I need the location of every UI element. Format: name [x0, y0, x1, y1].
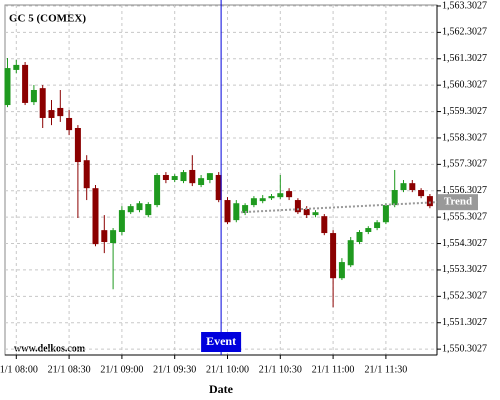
candle-body	[215, 174, 222, 201]
candle-body	[198, 178, 205, 186]
candle-body	[136, 203, 143, 211]
candle-body	[426, 196, 433, 207]
trend-label: Trend	[444, 196, 472, 208]
candle-body	[30, 89, 37, 103]
trend-label-box	[438, 194, 478, 211]
y-tick-label: 1,550.3027	[442, 343, 487, 354]
candle-body	[286, 191, 293, 198]
candle-body	[92, 188, 99, 245]
candle-body	[83, 160, 90, 189]
candle-body	[13, 64, 20, 70]
candle-body	[294, 200, 301, 213]
y-tick-label: 1,551.3027	[442, 317, 487, 328]
candle-body	[162, 174, 169, 180]
candle-body	[118, 210, 125, 232]
y-tick-label: 1,559.3027	[442, 106, 487, 117]
candle-body	[242, 205, 249, 213]
event-label-box	[201, 332, 242, 352]
x-tick-label: 21/1 11:30	[365, 364, 408, 375]
candle-body	[66, 117, 73, 131]
y-tick-label: 1,555.3027	[442, 211, 487, 222]
candle-body	[39, 88, 46, 118]
candle-body	[233, 203, 240, 221]
trend-line	[241, 201, 438, 214]
x-tick-label: 21/1 08:00	[0, 364, 38, 375]
x-tick-label: 21/1 08:30	[48, 364, 91, 375]
candle-body	[206, 173, 213, 180]
chart-title: GC 5 (COMEX)	[9, 13, 86, 25]
candle-body	[171, 176, 178, 180]
candle-body	[312, 212, 319, 216]
event-label: Event	[206, 334, 236, 348]
y-tick-label: 1,558.3027	[442, 132, 487, 143]
y-tick-label: 1,554.3027	[442, 238, 487, 249]
candle-body	[189, 169, 196, 184]
candle-body	[338, 262, 345, 279]
candle-body	[224, 200, 231, 223]
x-axis-title: Date	[209, 382, 234, 396]
candle-body	[22, 64, 29, 103]
candle-body	[277, 193, 284, 198]
candle-body	[57, 107, 64, 117]
y-tick-label: 1,553.3027	[442, 264, 487, 275]
candle-body	[347, 240, 354, 266]
y-tick-label: 1,556.3027	[442, 185, 487, 196]
candle-body	[409, 183, 416, 191]
x-tick-label: 21/1 09:30	[153, 364, 196, 375]
candle-body	[127, 206, 134, 213]
candle-body	[365, 228, 372, 232]
candle-body	[391, 190, 398, 206]
candle-body	[356, 231, 363, 243]
candle-body	[154, 174, 161, 206]
candle-body	[400, 183, 407, 191]
candle-body	[48, 110, 55, 118]
candle-body	[110, 230, 117, 244]
y-tick-label: 1,563.3027	[442, 0, 487, 11]
candle-body	[259, 198, 266, 202]
candle-body	[418, 190, 425, 197]
candle-body	[101, 230, 108, 243]
x-tick-label: 21/1 10:30	[259, 364, 302, 375]
y-tick-label: 1,561.3027	[442, 53, 487, 64]
candle-body	[145, 204, 152, 216]
x-tick-label: 21/1 11:00	[312, 364, 355, 375]
candle-body	[180, 172, 187, 182]
candle-body	[303, 209, 310, 216]
y-tick-label: 1,560.3027	[442, 79, 487, 90]
y-tick-label: 1,557.3027	[442, 159, 487, 170]
candle-body	[374, 222, 381, 229]
y-tick-label: 1,552.3027	[442, 291, 487, 302]
candle-body	[4, 68, 11, 106]
candle-body	[382, 205, 389, 223]
candle-body	[250, 198, 257, 206]
x-tick-label: 21/1 09:00	[100, 364, 143, 375]
candle-body	[268, 196, 275, 199]
y-tick-label: 1,562.3027	[442, 27, 487, 38]
candle-body	[321, 216, 328, 234]
candle-body	[74, 128, 81, 163]
candle-body	[330, 233, 337, 279]
x-tick-label: 21/1 10:00	[206, 364, 249, 375]
